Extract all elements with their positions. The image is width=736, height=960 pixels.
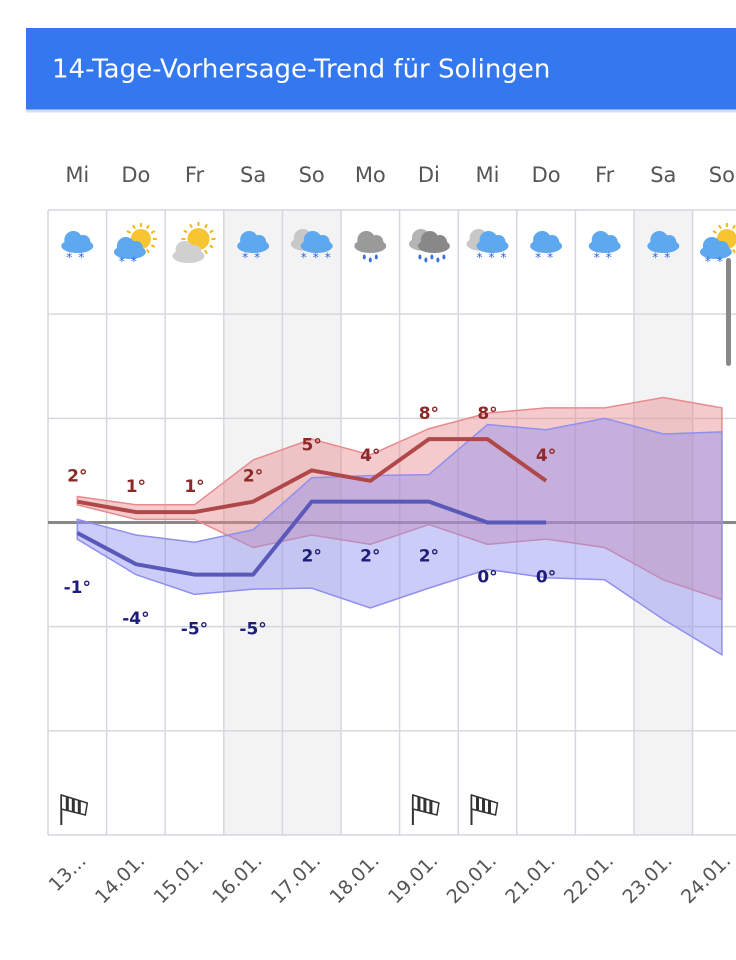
raindrop xyxy=(442,254,446,260)
header-bar xyxy=(26,28,736,110)
temp-label: 8° xyxy=(419,404,439,424)
temp-label: 2° xyxy=(360,547,380,567)
temp-label: 0° xyxy=(477,568,497,588)
cloud xyxy=(315,235,330,249)
temp-line xyxy=(76,499,547,577)
snowflake: * xyxy=(705,255,711,269)
snowflake: * xyxy=(606,251,612,265)
sun xyxy=(187,228,210,250)
temp-label: -5° xyxy=(181,620,208,640)
day-label: Fr xyxy=(595,163,615,187)
sun-ray xyxy=(712,230,718,234)
temp-label: 2° xyxy=(67,467,87,487)
snowflake: * xyxy=(535,251,541,265)
temp-label: 2° xyxy=(243,467,263,487)
snowflake: * xyxy=(594,251,600,265)
snowflake: * xyxy=(325,251,331,265)
raindrop xyxy=(368,257,372,263)
lines xyxy=(76,437,548,577)
cloud xyxy=(714,241,729,255)
cloud xyxy=(187,245,202,259)
day-label: So xyxy=(709,163,735,187)
bands xyxy=(76,396,723,657)
temp-label: -1° xyxy=(64,578,91,598)
cloud xyxy=(252,235,267,249)
cloud xyxy=(369,235,384,249)
day-label: Mo xyxy=(355,163,386,187)
sun-ray xyxy=(209,244,214,249)
cloud xyxy=(662,235,677,249)
raindrop xyxy=(362,254,366,260)
sun-ray xyxy=(150,230,156,234)
title: 14-Tage-Vorhersage-Trend für Solingen xyxy=(52,55,550,85)
day-label: Do xyxy=(532,163,561,187)
raindrop xyxy=(418,254,422,260)
snowflake: * xyxy=(242,251,248,265)
day-label: Mi xyxy=(476,163,500,187)
temp-label: 4° xyxy=(536,446,556,466)
sun-ray xyxy=(146,248,150,254)
cloud xyxy=(491,235,506,249)
cloud xyxy=(603,235,618,249)
raindrop xyxy=(374,254,378,260)
sun-ray xyxy=(718,224,722,230)
cloud xyxy=(76,235,91,249)
sun-ray xyxy=(732,224,736,230)
snowflake: * xyxy=(489,251,495,265)
scrollbar xyxy=(726,258,731,366)
temp-label: -5° xyxy=(239,620,266,640)
day-label: Sa xyxy=(240,163,266,187)
sun-ray xyxy=(209,229,214,234)
day-label: Fr xyxy=(185,163,205,187)
sun-ray xyxy=(126,230,132,234)
day-label: Sa xyxy=(650,163,676,187)
snowflake: * xyxy=(547,251,553,265)
snowflake: * xyxy=(254,251,260,265)
temp-label: 2° xyxy=(302,547,322,567)
snowflake: * xyxy=(477,251,483,265)
icons: * * * * * * * * * * * * * * * * * * * * xyxy=(60,222,736,825)
temp-label: 1° xyxy=(184,477,204,497)
snowflake: * xyxy=(66,251,72,265)
snowflake: * xyxy=(717,255,723,269)
sun-ray xyxy=(204,249,208,255)
day-label: Do xyxy=(121,163,150,187)
temp-label: 8° xyxy=(477,404,497,424)
temp-label: 0° xyxy=(536,568,556,588)
snowflake: * xyxy=(131,255,137,269)
raindrop xyxy=(430,254,434,260)
temp-label: 2° xyxy=(419,547,439,567)
snowflake: * xyxy=(301,251,307,265)
day-label: Di xyxy=(418,163,440,187)
sun-ray xyxy=(189,223,193,229)
sun-ray xyxy=(204,223,208,229)
cloud xyxy=(128,241,143,255)
snowflake: * xyxy=(78,251,84,265)
sun-ray xyxy=(146,224,150,230)
snowflake: * xyxy=(664,251,670,265)
sun-ray xyxy=(183,229,188,234)
temp-line xyxy=(76,437,548,515)
snowflake: * xyxy=(119,255,125,269)
snowflake: * xyxy=(501,251,507,265)
day-label: Mi xyxy=(65,163,89,187)
snowflake: * xyxy=(652,251,658,265)
snowflake: * xyxy=(313,251,319,265)
raindrop xyxy=(436,257,440,263)
cloud xyxy=(545,235,560,249)
sun-ray xyxy=(150,244,156,248)
sun-ray xyxy=(732,248,736,254)
card xyxy=(26,28,736,960)
cloud xyxy=(432,235,447,249)
temp-label: 4° xyxy=(360,446,380,466)
temp-label: 5° xyxy=(302,435,322,455)
range-band xyxy=(76,417,723,657)
temp-label: 1° xyxy=(126,477,146,497)
day-label: So xyxy=(299,163,325,187)
sun-ray xyxy=(132,224,136,230)
raindrop xyxy=(424,257,428,263)
temp-label: -4° xyxy=(122,609,149,629)
